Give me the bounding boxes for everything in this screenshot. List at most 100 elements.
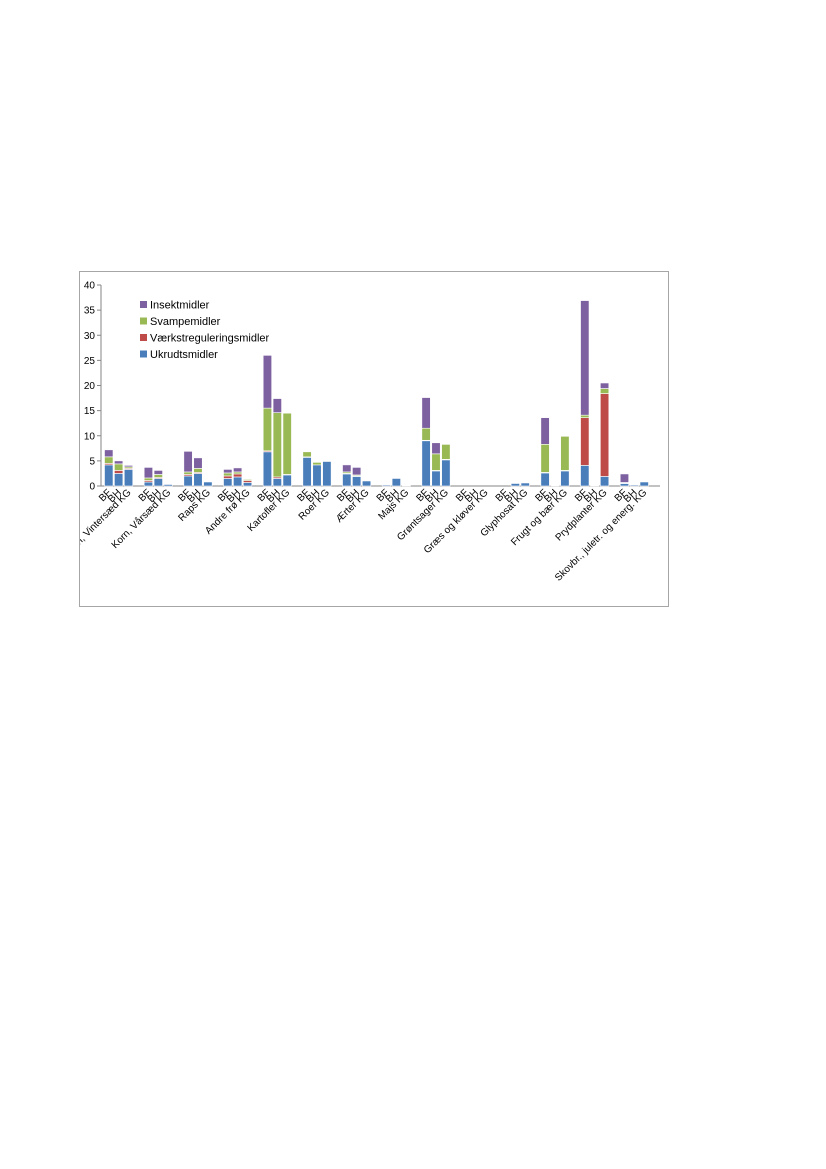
bar-segment-insektmidler — [580, 300, 590, 416]
bar-segment-svampemidler — [312, 462, 322, 466]
bar-segment-ukrudtsmidler — [352, 476, 362, 487]
bar-segment-ukrudtsmidler — [242, 482, 253, 487]
bar-segment-ukrudtsmidler — [520, 482, 530, 487]
bar-segment-ukrudtsmidler — [540, 472, 550, 487]
bar-segment-svampemidler — [104, 456, 114, 464]
legend: Insektmidler Svampemidler Værkstregulering… — [140, 300, 270, 361]
bar-segment-insektmidler — [183, 451, 193, 473]
bar-segment-ukrudtsmidler — [193, 473, 203, 487]
bar-segment-ukrudtsmidler — [123, 469, 134, 487]
legend-swatch — [140, 334, 147, 341]
bar-segment-ukrudtsmidler — [262, 451, 272, 487]
y-tick-label: 40 — [84, 281, 96, 292]
bar-segment-insektmidler — [262, 355, 272, 409]
chart-area: 0 5 10 15 20 25 30 35 40 BF BH Korn, Vintersæd KG B… — [79, 271, 669, 607]
bar-segment-svampemidler — [431, 453, 441, 471]
legend-swatch — [140, 350, 147, 358]
bar-segment-insektmidler — [153, 470, 163, 475]
bar-segment-ukrudtsmidler — [629, 484, 639, 487]
bar-segment-svampemidler — [223, 472, 233, 477]
legend-label: Insektmidler — [150, 300, 210, 312]
y-tick-label: 15 — [84, 406, 96, 417]
bar-segment-ukrudtsmidler — [233, 476, 243, 487]
bar-segment-ukrudtsmidler — [163, 484, 173, 487]
bar-segment-insektmidler — [441, 443, 451, 445]
bar-segment-ukrudtsmidler — [560, 470, 570, 487]
bar-segment-ukrudtsmidler — [143, 481, 153, 487]
bar-segment-ukrudtsmidler — [639, 481, 649, 487]
y-tick-label: 25 — [84, 356, 96, 367]
bar-segment-insektmidler — [431, 442, 441, 455]
bar-segment-insektmidler — [540, 417, 550, 445]
bar-segment-svampemidler — [242, 479, 253, 481]
bar-segment-ukrudtsmidler — [401, 485, 411, 487]
y-axis: 0 5 10 15 20 25 30 35 40 — [84, 281, 660, 493]
legend-label: Værkstreguleringsmidler — [150, 333, 270, 345]
y-tick-label: 0 — [89, 482, 95, 493]
bar-segment-værkstreguleringsmidler — [114, 470, 124, 474]
bar-segment-værkstreguleringsmidler — [242, 480, 253, 483]
bar-segment-ukrudtsmidler — [600, 476, 610, 487]
legend-swatch — [140, 317, 147, 325]
bar-segment-ukrudtsmidler — [153, 478, 163, 487]
bar-segment-svampemidler — [153, 474, 163, 478]
bar-segment-svampemidler — [193, 468, 203, 473]
bar-segment-insektmidler — [114, 460, 124, 465]
bar-segment-insektmidler — [123, 465, 134, 468]
bar-segment-insektmidler — [421, 397, 431, 429]
y-tick-label: 20 — [84, 381, 96, 392]
y-tick-label: 30 — [84, 331, 96, 342]
bar-segment-insektmidler — [272, 398, 282, 413]
bar-segment-svampemidler — [183, 471, 193, 475]
y-tick-label: 5 — [89, 456, 95, 467]
bar-segment-svampemidler — [421, 427, 431, 441]
bar-segment-svampemidler — [580, 414, 590, 418]
bar-segment-insektmidler — [233, 467, 243, 473]
bar-segment-ukrudtsmidler — [550, 485, 560, 487]
bar-segment-svampemidler — [282, 412, 292, 475]
bar-segment-svampemidler — [143, 477, 153, 481]
bar-segment-ukrudtsmidler — [580, 465, 590, 487]
bar-segment-svampemidler — [560, 435, 570, 471]
bar-segment-ukrudtsmidler — [421, 440, 431, 487]
bar-segment-svampemidler — [272, 412, 282, 478]
bar-segment-insektmidler — [560, 435, 570, 437]
bar-segment-ukrudtsmidler — [431, 470, 441, 487]
bar-segment-ukrudtsmidler — [590, 485, 600, 487]
bar-segment-svampemidler — [322, 460, 332, 462]
bar-segment-insektmidler — [600, 382, 610, 389]
bar-segment-svampemidler — [302, 451, 312, 458]
bar-segment-svampemidler — [262, 407, 272, 452]
bar-segment-ukrudtsmidler — [619, 483, 630, 487]
y-tick-label: 35 — [84, 306, 96, 317]
bar-segment-svampemidler — [441, 443, 451, 460]
bar-segment-ukrudtsmidler — [322, 461, 332, 487]
bar-segment-svampemidler — [540, 443, 550, 473]
bar-segment-ukrudtsmidler — [203, 481, 213, 487]
bars — [104, 300, 649, 487]
bar-segment-insektmidler — [342, 464, 352, 473]
bar-segment-ukrudtsmidler — [381, 484, 391, 487]
bar-segment-svampemidler — [600, 388, 610, 394]
bar-segment-ukrudtsmidler — [223, 478, 233, 487]
bar-segment-ukrudtsmidler — [104, 464, 114, 487]
bar-segment-insektmidler — [143, 467, 153, 479]
bar-segment-ukrudtsmidler — [391, 478, 401, 487]
bar-segment-ukrudtsmidler — [302, 457, 312, 487]
bar-segment-svampemidler — [114, 463, 124, 471]
bar-segment-insektmidler — [223, 469, 233, 474]
bar-segment-insektmidler — [104, 449, 114, 458]
bar-segment-ukrudtsmidler — [441, 459, 451, 487]
legend-label: Svampemidler — [150, 316, 221, 328]
bar-segment-ukrudtsmidler — [510, 483, 520, 487]
bar-segment-ukrudtsmidler — [282, 474, 292, 487]
bar-segment-svampemidler — [233, 471, 243, 475]
bar-segment-ukrudtsmidler — [114, 473, 124, 487]
legend-swatch — [140, 301, 147, 308]
bar-segment-insektmidler — [619, 473, 630, 483]
bar-segment-værkstreguleringsmidler — [223, 475, 233, 479]
bar-segment-værkstreguleringsmidler — [233, 473, 243, 478]
bar-segment-værkstreguleringsmidler — [600, 393, 610, 477]
